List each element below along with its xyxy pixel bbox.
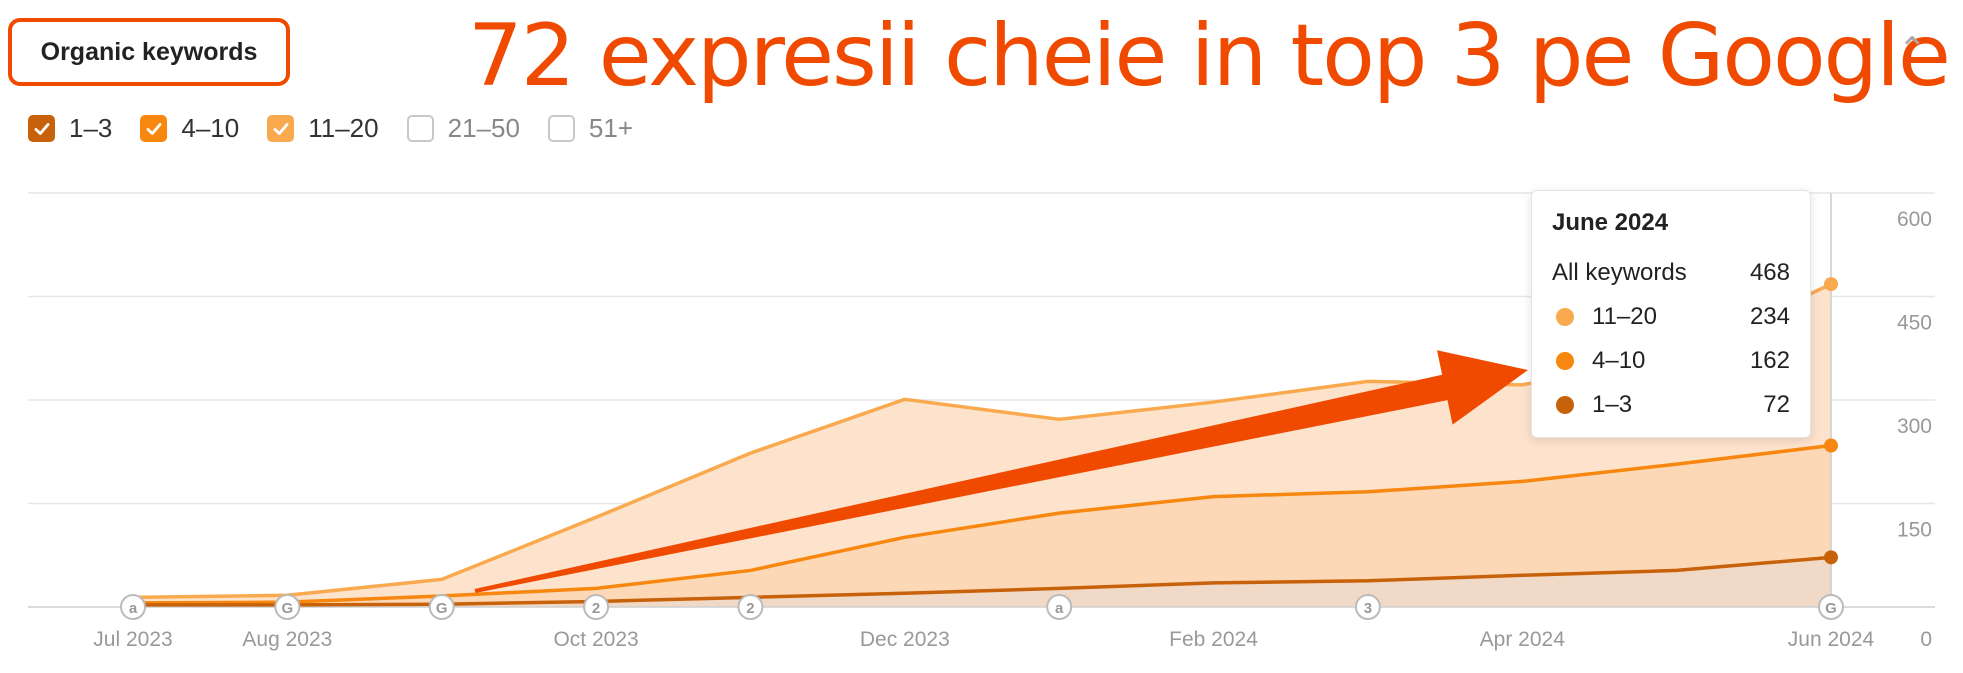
tooltip-row-1-3: 1–3 72 — [1552, 383, 1790, 427]
area-11-20 — [133, 284, 1831, 603]
filter-label: 51+ — [588, 113, 634, 143]
annotation-marker — [1818, 594, 1844, 620]
area-1-3 — [133, 557, 1831, 607]
series-dot-icon — [1556, 396, 1574, 414]
checkbox[interactable] — [140, 115, 168, 142]
filter-label: 1–3 — [69, 113, 113, 143]
tooltip-row-11-20: 11–20 234 — [1552, 295, 1790, 339]
filter-1-3[interactable]: 1–3 — [28, 113, 112, 144]
annotation-marker — [1354, 594, 1381, 620]
filter-11-20[interactable]: 11–20 — [267, 113, 379, 144]
tooltip-row-value: 72 — [1763, 391, 1790, 418]
organic-keywords-title-box: Organic keywords — [8, 18, 290, 86]
tooltip-total-label: All keywords — [1552, 259, 1687, 286]
tooltip-row-value: 162 — [1749, 347, 1790, 374]
series-line — [132, 443, 1832, 605]
tooltip-row-label: 11–20 — [1592, 303, 1657, 330]
x-tick-label: Dec 2023 — [860, 628, 950, 651]
series-dot-icon — [1556, 352, 1574, 370]
filter-label: 11–20 — [308, 113, 379, 143]
x-tick-label: Feb 2024 — [1169, 628, 1258, 651]
chart-title: Organic keywords — [40, 37, 258, 66]
x-tick-label: Oct 2023 — [553, 628, 638, 651]
tooltip-row-4-10: 4–10 162 — [1552, 339, 1790, 383]
annotation-marker — [583, 594, 610, 620]
series-dot-icon — [1556, 308, 1574, 326]
x-tick-label: Jun 2024 — [1788, 628, 1875, 651]
y-tick-label: 450 — [1897, 312, 1932, 335]
check-icon — [34, 122, 49, 135]
series-line — [133, 555, 1832, 607]
tooltip-total-value: 468 — [1749, 259, 1790, 286]
tooltip-row-label: 4–10 — [1592, 347, 1646, 374]
y-tick-label: 600 — [1897, 208, 1932, 231]
series-end-point — [1824, 277, 1838, 292]
filter-4-10[interactable]: 4–10 — [140, 113, 239, 144]
trend-arrow — [474, 350, 1528, 593]
tooltip-row-value: 234 — [1749, 303, 1790, 330]
y-tick-label: 150 — [1897, 519, 1932, 542]
tooltip-card: June 2024 All keywords 468 11–20 234 4–1… — [1531, 190, 1811, 438]
position-filters: 1–3 4–10 11–20 21–50 51+ — [28, 113, 661, 144]
chevron-up-icon[interactable]: ⌃ — [1898, 31, 1927, 69]
checkbox[interactable] — [547, 115, 575, 142]
checkbox[interactable] — [406, 115, 434, 142]
annotation-marker-label: G — [436, 600, 448, 617]
series-end-point — [1824, 438, 1838, 453]
y-tick-label: 300 — [1897, 415, 1932, 438]
annotation-marker — [274, 594, 301, 620]
series-end-point — [1824, 550, 1838, 565]
annotation-marker — [737, 594, 764, 620]
annotation-marker-label: a — [1055, 600, 1064, 617]
filter-21-50[interactable]: 21–50 — [406, 113, 520, 144]
y-tick-label: 0 — [1920, 628, 1932, 651]
check-icon — [273, 122, 289, 135]
x-tick-label: Apr 2024 — [1480, 628, 1566, 651]
annotation-marker-label: 3 — [1364, 600, 1372, 617]
annotation-marker-label: 2 — [746, 600, 754, 617]
filter-label: 4–10 — [181, 113, 240, 143]
annotation-marker — [1046, 594, 1073, 620]
filter-label: 21–50 — [447, 113, 520, 143]
filter-51-plus[interactable]: 51+ — [547, 113, 634, 144]
x-tick-label: Jul 2023 — [93, 628, 172, 651]
tooltip-total-row: All keywords 468 — [1552, 251, 1790, 295]
annotation-marker — [428, 594, 455, 620]
check-icon — [146, 122, 162, 135]
tooltip-row-label: 1–3 — [1592, 391, 1633, 418]
checkbox[interactable] — [28, 115, 55, 142]
annotation-marker-label: G — [1825, 600, 1837, 617]
headline-annotation: 72 expresii cheie in top 3 pe Google — [468, 6, 1951, 106]
checkbox[interactable] — [267, 115, 295, 142]
annotation-marker-label: G — [282, 600, 294, 617]
annotation-marker-label: a — [129, 600, 138, 617]
x-tick-label: Aug 2023 — [242, 628, 332, 651]
annotation-marker-label: 2 — [592, 600, 600, 617]
tooltip-title: June 2024 — [1552, 209, 1669, 236]
annotation-marker — [120, 594, 146, 620]
